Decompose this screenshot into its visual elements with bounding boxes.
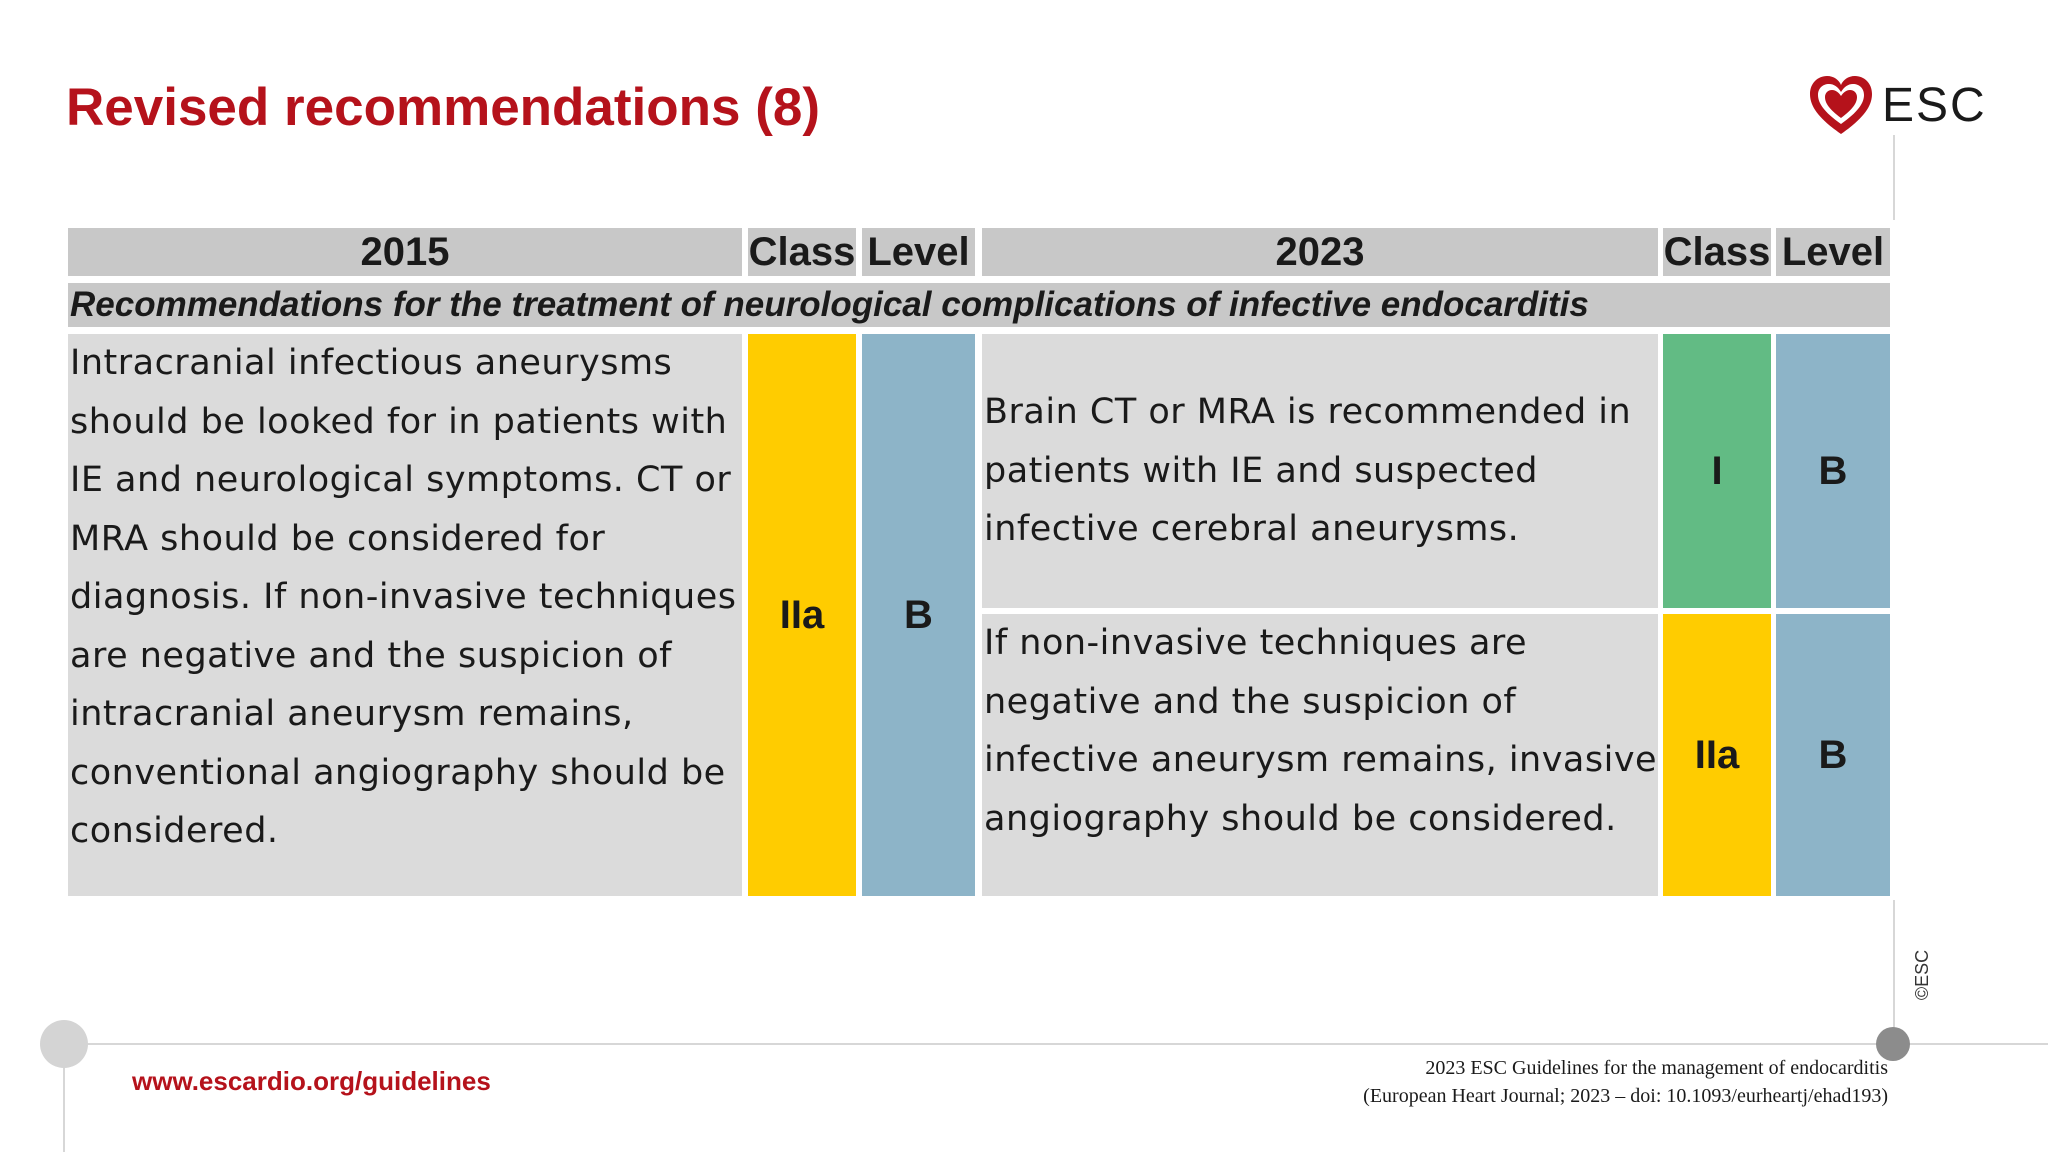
level-badge-2015: B [862,334,975,896]
recommendation-2015-text: Intracranial infectious aneurysms should… [68,334,742,896]
recommendation-2023-2-text: If non-invasive techniques are negative … [982,614,1658,896]
heart-logo-icon [1810,76,1872,134]
decorative-dot [40,1020,88,1068]
class-badge-2023-1: I [1663,334,1771,608]
class-badge-2023-2: IIa [1663,614,1771,896]
esc-logo: ESC [1808,74,1985,138]
copyright: ©ESC [1911,949,1932,1001]
level-badge-2023-1: B [1776,334,1890,608]
header-class-2023: Class [1663,228,1771,276]
level-badge-2023-2: B [1776,614,1890,896]
footer-divider-vertical [63,1043,65,1152]
footer-divider [64,1043,2048,1045]
recommendation-2023-1: Brain CT or MRA is recommended in patien… [982,334,1658,608]
section-title: Recommendations for the treatment of neu… [68,283,1890,327]
guidelines-link[interactable]: www.escardio.org/guidelines [132,1066,491,1096]
citation-line-2: (European Heart Journal; 2023 – doi: 10.… [1363,1085,1888,1107]
header-2015: 2015 [68,228,742,276]
citation-line-1: 2023 ESC Guidelines for the management o… [1425,1057,1888,1079]
recommendation-2023-1-text: Brain CT or MRA is recommended in patien… [984,392,1632,550]
header-level-2023: Level [1776,228,1890,276]
header-2023: 2023 [982,228,1658,276]
divider-line [1893,900,1895,1040]
divider-line [1893,135,1895,220]
header-class-2015: Class [748,228,856,276]
header-level-2015: Level [862,228,975,276]
citation: 2023 ESC Guidelines for the management o… [1363,1054,1888,1110]
logo-text: ESC [1882,79,1987,132]
class-badge-2015: IIa [748,334,856,896]
decorative-dot [1876,1027,1910,1061]
slide-title: Revised recommendations (8) [66,78,821,137]
